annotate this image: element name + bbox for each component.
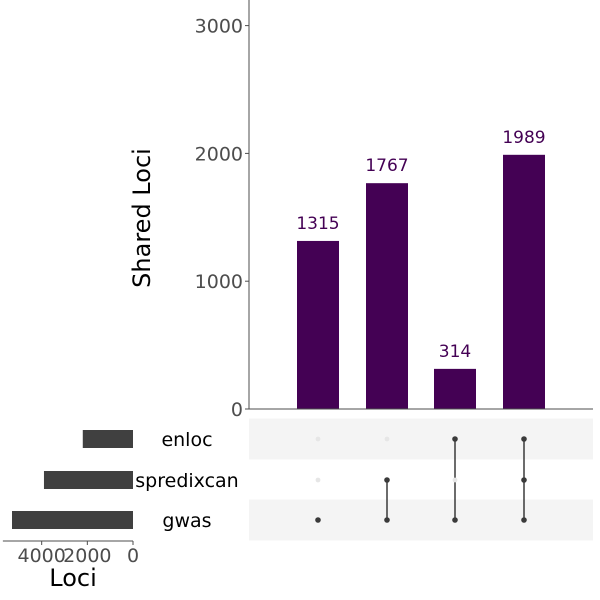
matrix-dot-inactive bbox=[315, 436, 321, 442]
set-size-bar bbox=[43, 471, 134, 489]
matrix-dot-active bbox=[384, 517, 390, 523]
matrix-dot-inactive bbox=[452, 477, 458, 483]
set-size-bar bbox=[12, 511, 134, 529]
y-axis: 0 1000 2000 3000 bbox=[195, 0, 593, 421]
y-tick-label: 1000 bbox=[195, 271, 243, 293]
set-labels: enloc spredixcan gwas bbox=[135, 429, 238, 532]
y-tick-label: 3000 bbox=[195, 16, 243, 38]
set-size-tick-label: 4000 bbox=[18, 545, 66, 567]
set-size-tick-label: 0 bbox=[127, 545, 139, 567]
matrix-dot-active bbox=[452, 517, 458, 523]
intersection-bar-label: 1315 bbox=[296, 214, 339, 234]
set-size-axis-title: Loci bbox=[49, 564, 97, 592]
intersection-bar-label: 1767 bbox=[365, 156, 408, 176]
y-axis-title: Shared Loci bbox=[128, 148, 156, 288]
matrix-dot-active bbox=[521, 517, 527, 523]
matrix-dot-inactive bbox=[315, 477, 321, 483]
matrix-dot-active bbox=[452, 436, 458, 442]
matrix-dot-active bbox=[384, 477, 390, 483]
set-size-tick-label: 2000 bbox=[63, 545, 111, 567]
set-size-bars bbox=[12, 430, 134, 529]
set-label-enloc: enloc bbox=[161, 429, 212, 451]
intersection-bar bbox=[434, 368, 476, 409]
intersection-bar-labels: 1315 1767 314 1989 bbox=[296, 128, 545, 362]
intersection-bar bbox=[297, 240, 339, 409]
matrix-row-spredixcan bbox=[249, 459, 593, 501]
intersection-bar bbox=[366, 183, 408, 409]
intersection-bar bbox=[503, 154, 545, 409]
intersection-bar-label: 1989 bbox=[502, 128, 545, 148]
y-tick-label: 0 bbox=[231, 399, 243, 421]
matrix-dot-active bbox=[315, 517, 321, 523]
set-size-bar bbox=[82, 430, 133, 448]
matrix-dot-active bbox=[521, 436, 527, 442]
matrix-row-enloc bbox=[249, 418, 593, 460]
matrix-stripes bbox=[249, 418, 593, 541]
matrix-dots bbox=[315, 436, 527, 523]
matrix-dot-active bbox=[521, 477, 527, 483]
intersection-bar-label: 314 bbox=[439, 342, 471, 362]
matrix-row-gwas bbox=[249, 499, 593, 541]
intersection-bars bbox=[297, 154, 545, 409]
matrix-dot-inactive bbox=[384, 436, 390, 442]
set-label-spredixcan: spredixcan bbox=[135, 470, 238, 492]
set-label-gwas: gwas bbox=[162, 510, 211, 532]
y-tick-label: 2000 bbox=[195, 143, 243, 165]
